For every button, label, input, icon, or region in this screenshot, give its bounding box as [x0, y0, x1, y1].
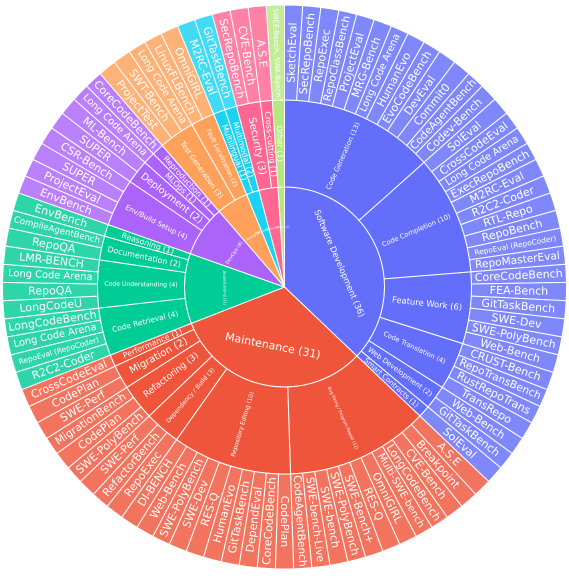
leaf-label-security-1-0: A.S.E — [254, 39, 270, 68]
sector-label-understanding: Understanding (11) — [222, 271, 227, 306]
sector-label-multimodal: Multimodal (2) — [254, 225, 276, 236]
sector-label-other: Other (1) — [276, 225, 290, 229]
sector-label-security: Security (3) — [266, 224, 284, 231]
subsector-label-other-0: Other (1) — [275, 125, 285, 161]
leaf-label-maintenance-1-0: CodePlan — [278, 496, 291, 548]
leaf-label-understanding-1-2: Long Code Arena — [8, 268, 93, 283]
leaf-label-software-development-2-2: GitTaskBench — [481, 296, 556, 315]
leaf-label-maintenance-1-1: CoreCodeBench — [260, 477, 279, 566]
leaf-label-software-development-2-1: FEA-Bench — [490, 284, 549, 298]
leaf-label-software-development-0-0: SketchEval — [285, 22, 300, 83]
subsector-label-understanding-1: Code Understanding (4) — [104, 281, 177, 289]
leaf-other-0-0 — [265, 4, 285, 101]
leaf-label-understanding-1-0: LongCodeU — [19, 297, 83, 315]
leaf-label-understanding-1-1: RepoQA — [28, 284, 72, 298]
leaf-label-other-0-0: SWEE-Bench, SWA-Bench — [271, 8, 283, 97]
leaf-label-maintenance-0-11: CodeAgentBench — [291, 475, 309, 567]
leaf-label-software-development-2-0: CoreCodeBench — [474, 267, 562, 284]
